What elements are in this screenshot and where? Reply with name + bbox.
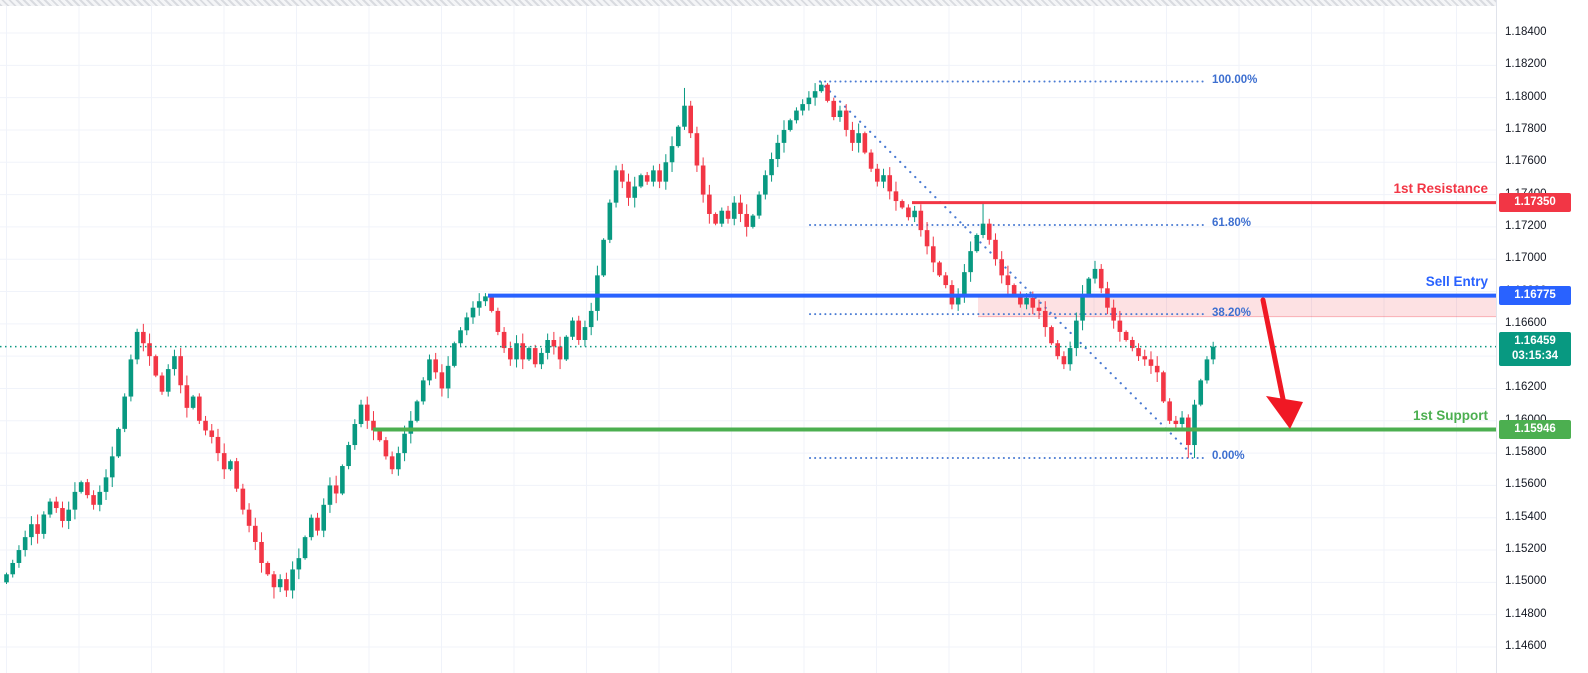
price-tick-label: 1.14800 [1505, 607, 1547, 620]
fib-label-0: 0.00% [1212, 450, 1245, 463]
price-tick-label: 1.17200 [1505, 219, 1547, 232]
support-price-badge: 1.15946 [1499, 420, 1571, 439]
fib-label-100: 100.00% [1212, 73, 1258, 86]
sell-projection-arrow[interactable] [1260, 297, 1303, 429]
resistance-label: 1st Resistance [1393, 180, 1488, 196]
top-hatch-strip [0, 0, 1588, 6]
support-resistance-lines[interactable] [373, 201, 1496, 432]
fibonacci-retracement[interactable] [809, 80, 1206, 459]
last-price-badge: 1.16459 03:15:34 [1499, 331, 1571, 366]
grid-lines [0, 0, 1496, 673]
price-tick-label: 1.14600 [1505, 640, 1547, 652]
price-tick-label: 1.18400 [1505, 26, 1547, 38]
resistance-price-badge: 1.17350 [1499, 193, 1571, 213]
price-chart-canvas[interactable] [0, 0, 1496, 673]
price-tick-label: 1.18200 [1505, 58, 1547, 71]
price-tick-label: 1.17800 [1505, 122, 1547, 135]
price-tick-label: 1.17600 [1505, 155, 1547, 168]
price-tick-label: 1.15600 [1505, 478, 1547, 491]
support-label: 1st Support [1412, 407, 1488, 423]
price-tick-label: 1.17000 [1505, 252, 1547, 265]
fib-label-382: 38.20% [1212, 306, 1252, 319]
bar-countdown: 03:15:34 [1511, 349, 1559, 362]
sell-entry-label: Sell Entry [1425, 273, 1488, 289]
price-tick-label: 1.15200 [1505, 543, 1547, 556]
price-tick-label: 1.15000 [1505, 575, 1547, 588]
price-tick-label: 1.16200 [1505, 381, 1547, 394]
sell-entry-price-badge: 1.16775 [1499, 286, 1571, 306]
price-tick-label: 1.16600 [1505, 316, 1547, 329]
fib-label-618: 61.80% [1212, 217, 1252, 230]
price-tick-label: 1.15800 [1505, 446, 1547, 459]
candlesticks [4, 81, 1216, 599]
last-price-value: 1.16459 [1514, 334, 1556, 347]
price-tick-label: 1.15400 [1505, 510, 1547, 523]
price-tick-label: 1.18000 [1505, 90, 1547, 103]
